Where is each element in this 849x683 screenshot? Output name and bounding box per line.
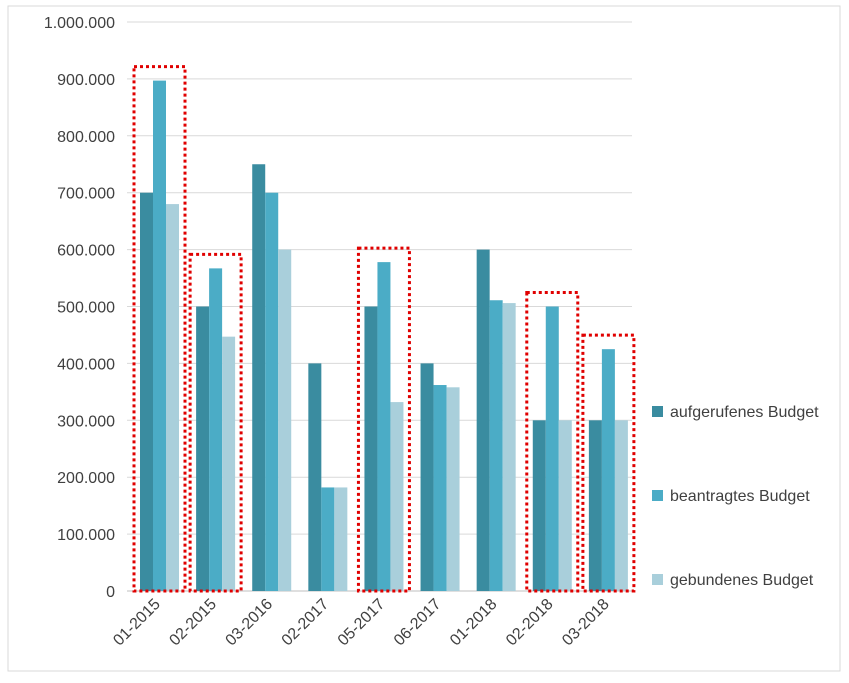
y-axis-labels: 0 100.000 200.000 300.000 400.000 500.000 600.…: [44, 15, 115, 601]
highlight-box: [356, 246, 411, 593]
x-tick-label: 01-2018: [447, 596, 501, 650]
x-tick-label: 05-2017: [335, 596, 389, 650]
bar: [222, 336, 236, 591]
bar: [532, 420, 546, 591]
highlight-box: [132, 65, 187, 593]
bar: [252, 164, 266, 591]
bar: [321, 487, 335, 591]
bar: [558, 420, 572, 591]
y-tick-label: 700.000: [57, 186, 115, 203]
bar: [196, 306, 210, 591]
x-tick-label: 02-2015: [166, 596, 220, 650]
x-tick-label: 01-2015: [110, 596, 164, 650]
legend-swatch: [652, 490, 663, 501]
bar: [545, 306, 559, 591]
bar: [614, 420, 628, 591]
bar: [420, 363, 434, 591]
legend: aufgerufenes Budget beantragtes Budget geb…: [652, 404, 819, 589]
y-tick-label: 400.000: [57, 356, 115, 373]
highlight-box: [525, 291, 580, 593]
highlight-box: [188, 252, 243, 593]
y-tick-label: 1.000.000: [44, 15, 115, 32]
bar: [601, 349, 615, 591]
y-tick-label: 600.000: [57, 243, 115, 260]
bar: [588, 420, 602, 591]
legend-swatch: [652, 406, 663, 417]
bar: [390, 402, 404, 591]
y-tick-label: 800.000: [57, 129, 115, 146]
bar: [334, 487, 348, 591]
bar: [502, 303, 516, 591]
y-tick-label: 900.000: [57, 72, 115, 89]
highlight-boxes: [132, 65, 636, 593]
bar: [153, 80, 166, 592]
y-tick-label: 300.000: [57, 413, 115, 430]
bar: [140, 192, 153, 591]
x-tick-label: 02-2017: [279, 596, 333, 650]
bar: [364, 306, 378, 591]
y-tick-label: 500.000: [57, 300, 115, 317]
legend-label: aufgerufenes Budget: [670, 404, 819, 421]
bar: [166, 204, 179, 591]
bar: [489, 300, 503, 591]
chart-border: [7, 5, 841, 672]
bars: [140, 80, 628, 592]
y-tick-label: 0: [106, 584, 115, 601]
y-tick-label: 100.000: [57, 527, 115, 544]
legend-label: beantragtes Budget: [670, 488, 810, 505]
bar: [308, 363, 322, 591]
x-tick-label: 06-2017: [391, 596, 445, 650]
bar: [209, 268, 223, 591]
legend-swatch: [652, 574, 663, 585]
highlight-box: [581, 333, 636, 593]
x-tick-label: 02-2018: [503, 596, 557, 650]
y-tick-label: 200.000: [57, 470, 115, 487]
legend-label: gebundenes Budget: [670, 572, 814, 589]
x-tick-label: 03-2018: [559, 596, 613, 650]
bar: [446, 387, 460, 591]
bar: [476, 249, 490, 591]
x-axis-labels: 01-2015 02-2015 03-2016 02-2017 05-2017 06-20…: [110, 596, 613, 650]
bar: [278, 249, 292, 591]
bar: [377, 262, 391, 591]
x-tick-label: 03-2016: [223, 596, 277, 650]
bar: [265, 192, 279, 591]
bar: [433, 385, 447, 591]
